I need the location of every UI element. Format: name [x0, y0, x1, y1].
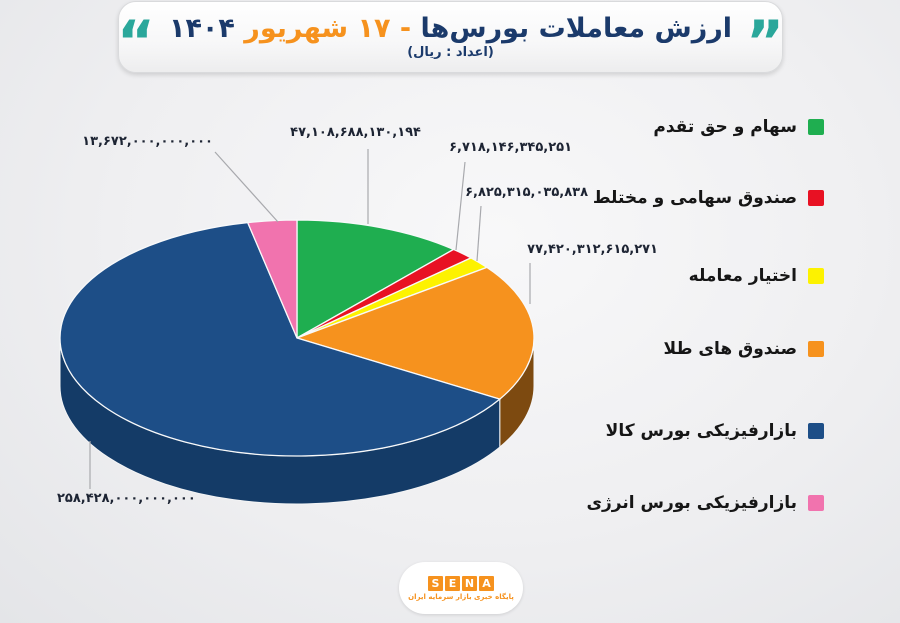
logo-letter-n: N	[462, 575, 477, 591]
value-label-options: ۶,۸۲۵,۳۱۵,۰۳۵,۸۳۸	[465, 185, 588, 200]
legend-item-stocks: سهام و حق تقدم	[653, 113, 824, 141]
title-part-main: ارزش معاملات بورس‌ها	[420, 13, 733, 44]
sena-logo-letters: S E N A	[428, 575, 494, 591]
legend-item-funds: صندوق سهامی و مختلط	[593, 184, 824, 212]
legend-swatch-energy	[808, 495, 824, 511]
title-part-year: ۱۴۰۴	[168, 13, 235, 44]
title-block: ارزش معاملات بورس‌ها - ۱۷ شهریور ۱۴۰۴ (ا…	[169, 14, 732, 61]
page-subtitle: (اعداد : ریال)	[407, 45, 494, 60]
legend-swatch-stocks	[808, 119, 824, 135]
leader-line-energy	[214, 151, 279, 223]
legend-label: اختیار معامله	[688, 266, 797, 286]
value-label-gold: ۷۷,۴۲۰,۳۱۲,۶۱۵,۲۷۱	[527, 242, 658, 257]
legend-item-options: اختیار معامله	[689, 262, 824, 290]
legend-swatch-commodity	[808, 423, 824, 439]
legend-label: سهام و حق تقدم	[653, 117, 797, 137]
legend-item-gold: صندوق های طلا	[664, 335, 824, 363]
logo-letter-e: E	[445, 575, 460, 591]
leader-line-funds	[455, 161, 466, 251]
legend-item-commodity: بازارفیزیکی بورس کالا	[606, 417, 824, 445]
legend-label: صندوق سهامی و مختلط	[592, 188, 797, 208]
legend-swatch-gold	[808, 341, 824, 357]
value-label-energy: ۱۳,۶۷۲,۰۰۰,۰۰۰,۰۰۰	[82, 134, 213, 149]
leader-lines	[89, 149, 531, 489]
legend-swatch-options	[808, 268, 824, 284]
value-label-funds: ۶,۷۱۸,۱۴۶,۳۴۵,۲۵۱	[449, 140, 572, 155]
legend-swatch-funds	[808, 190, 824, 206]
legend-label: بازارفیزیکی بورس کالا	[605, 421, 797, 441]
legend-label: بازارفیزیکی بورس انرژی	[586, 493, 797, 513]
legend-item-energy: بازارفیزیکی بورس انرژی	[586, 489, 824, 517]
logo-letter-a: A	[479, 575, 494, 591]
value-label-commodity: ۲۵۸,۴۲۸,۰۰۰,۰۰۰,۰۰۰	[57, 491, 196, 506]
sena-logo: S E N A پایگاه خبری بازار سرمایه ایران	[399, 562, 523, 614]
pie-layers	[59, 219, 535, 505]
leader-line-options	[476, 205, 482, 262]
title-part-date: - ۱۷ شهریور	[234, 13, 421, 44]
page-title: ارزش معاملات بورس‌ها - ۱۷ شهریور ۱۴۰۴	[169, 14, 732, 44]
title-bar: “ ارزش معاملات بورس‌ها - ۱۷ شهریور ۱۴۰۴ …	[117, 1, 784, 73]
logo-tagline: پایگاه خبری بازار سرمایه ایران	[408, 592, 514, 601]
legend-label: صندوق های طلا	[663, 339, 797, 359]
logo-letter-s: S	[428, 575, 443, 591]
value-label-stocks: ۴۷,۱۰۸,۶۸۸,۱۳۰,۱۹۴	[290, 125, 421, 140]
